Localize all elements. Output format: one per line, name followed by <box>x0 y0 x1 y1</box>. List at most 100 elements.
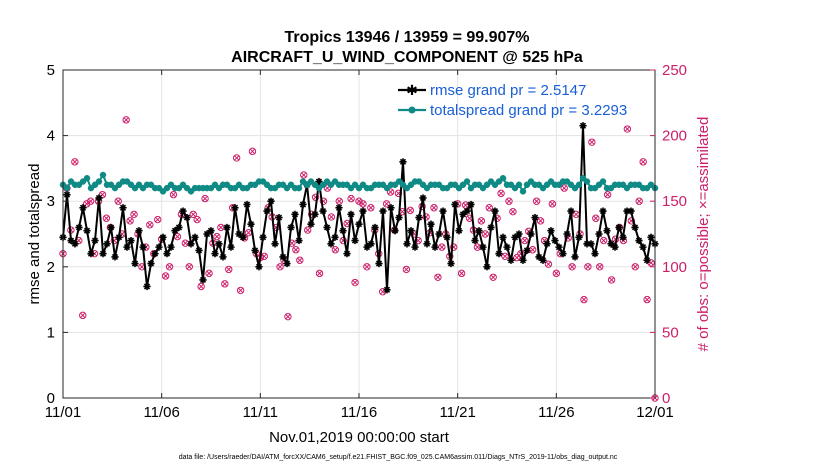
rmse-point <box>643 256 651 264</box>
rmse-point <box>279 253 287 261</box>
rmse-point <box>363 243 371 251</box>
obs-possible-circle <box>489 273 497 281</box>
obs-possible-circle <box>122 116 130 124</box>
legend-rmse-text: rmse grand pr = 2.5147 <box>430 82 586 99</box>
obs-count-marker <box>647 259 655 267</box>
obs-assimilated-cross <box>545 261 552 267</box>
obs-possible-circle <box>623 125 632 133</box>
rmse-point <box>327 240 335 248</box>
rmse-point <box>271 240 279 248</box>
obs-count-marker <box>292 246 300 254</box>
rmse-point <box>615 223 623 232</box>
x-tick-label: 11/26 <box>538 404 574 421</box>
obs-assimilated-cross <box>490 274 496 281</box>
y-left-tick-label: 4 <box>47 128 55 145</box>
rmse-point <box>191 233 199 241</box>
obs-possible-circle <box>303 226 312 234</box>
rmse-point <box>559 250 567 258</box>
rmse-point <box>415 214 423 222</box>
obs-assimilated-cross <box>237 287 244 294</box>
obs-possible-circle <box>509 207 517 216</box>
rmse-point <box>63 191 71 199</box>
rmse-point <box>555 243 563 251</box>
series-rmse <box>59 122 659 294</box>
obs-assimilated-cross <box>596 264 603 270</box>
obs-count-marker <box>102 214 111 222</box>
obs-possible-circle <box>359 200 367 208</box>
rmse-point <box>399 158 407 166</box>
x-tick-label: 11/16 <box>341 404 377 421</box>
rmse-point <box>507 256 515 264</box>
obs-count-marker <box>201 194 209 203</box>
obs-possible-circle <box>193 215 201 224</box>
rmse-point <box>295 236 303 245</box>
obs-assimilated-cross <box>190 211 196 218</box>
obs-count-marker <box>552 269 561 278</box>
rmse-point <box>227 243 235 251</box>
obs-assimilated-cross <box>383 201 390 207</box>
obs-assimilated-cross <box>154 216 161 223</box>
obs-assimilated-cross <box>624 126 631 132</box>
rmse-point <box>447 259 455 268</box>
obs-possible-circle <box>584 263 592 271</box>
rmse-point <box>587 240 595 248</box>
rmse-point <box>211 250 219 258</box>
obs-possible-circle <box>205 269 213 278</box>
rmse-point <box>599 207 607 215</box>
rmse-point <box>523 246 531 254</box>
y-right-tick-label: 200 <box>662 128 687 145</box>
obs-count-marker <box>221 280 229 288</box>
obs-assimilated-cross <box>506 198 512 204</box>
obs-possible-circle <box>643 295 651 304</box>
obs-possible-circle <box>331 246 340 254</box>
obs-possible-circle <box>599 236 608 245</box>
rmse-point <box>591 250 599 258</box>
obs-possible-circle <box>236 286 245 295</box>
rmse-point <box>79 204 87 212</box>
obs-assimilated-cross <box>103 215 110 222</box>
obs-count-markers <box>59 116 659 402</box>
rmse-point <box>487 223 495 232</box>
rmse-point <box>91 236 99 245</box>
rmse-point <box>367 240 375 248</box>
obs-possible-circle <box>406 206 415 215</box>
obs-possible-circle <box>213 232 221 241</box>
rmse-point <box>479 243 487 251</box>
obs-possible-circle <box>102 214 111 222</box>
obs-count-marker <box>457 269 466 278</box>
rmse-point <box>407 227 415 235</box>
x-axis-ticks: 11/01 11/06 11/11 11/16 11/21 11/26 12/01 <box>45 70 674 421</box>
obs-count-marker <box>485 204 493 212</box>
obs-possible-circle <box>532 197 541 205</box>
rmse-point <box>607 240 615 248</box>
obs-possible-circle <box>363 263 371 271</box>
rmse-point <box>627 207 635 215</box>
rmse-point <box>311 210 319 218</box>
rmse-point <box>235 230 243 238</box>
obs-count-marker <box>521 236 529 245</box>
rmse-point <box>583 240 591 248</box>
obs-count-marker <box>596 263 604 271</box>
obs-possible-circle <box>82 200 91 208</box>
obs-assimilated-cross <box>245 229 252 236</box>
obs-possible-circle <box>276 263 284 271</box>
obs-assimilated-cross <box>226 266 232 273</box>
obs-assimilated-cross <box>462 202 469 208</box>
obs-possible-circle <box>386 188 395 196</box>
obs-possible-circle <box>201 194 209 203</box>
obs-assimilated-cross <box>139 264 145 270</box>
obs-possible-circle <box>568 263 576 271</box>
totalspread-point <box>575 181 583 189</box>
obs-count-marker <box>438 243 446 251</box>
obs-assimilated-cross <box>285 313 291 320</box>
obs-possible-circle <box>169 190 178 199</box>
rmse-point <box>203 230 211 238</box>
obs-possible-circle <box>248 147 257 156</box>
rmse-point <box>307 220 315 228</box>
rmse-point <box>411 243 419 251</box>
obs-count-marker <box>489 273 497 281</box>
obs-possible-circle <box>71 158 79 166</box>
obs-possible-circle <box>631 263 639 271</box>
rmse-point <box>351 236 359 245</box>
